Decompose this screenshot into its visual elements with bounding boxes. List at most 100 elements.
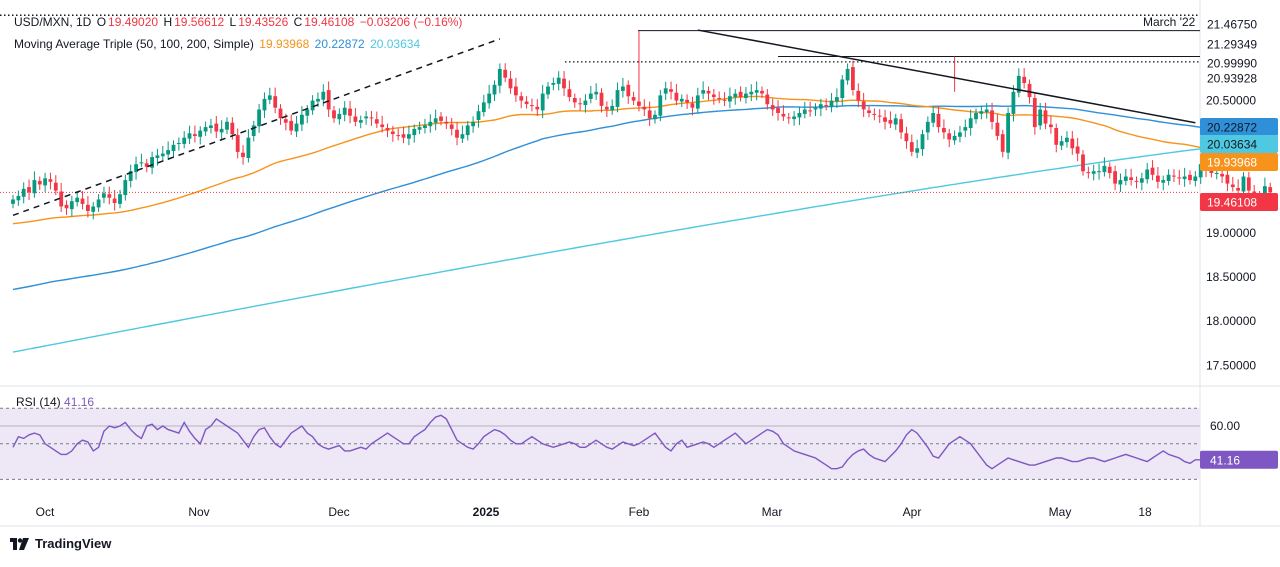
candle-body: [647, 110, 652, 119]
candle-body: [1113, 171, 1117, 184]
high-value: 19.56612: [174, 15, 225, 29]
candle-body: [1182, 176, 1187, 180]
candle-body: [514, 86, 518, 96]
tradingview-icon: [10, 537, 29, 550]
tradingview-logo[interactable]: TradingView: [10, 536, 111, 551]
candle-body: [653, 114, 657, 120]
trendline-1: [12, 38, 501, 217]
candle-body: [342, 107, 347, 115]
candle-body: [305, 109, 310, 116]
candle-body: [182, 137, 187, 144]
candle-body: [958, 132, 962, 137]
candle-body: [1263, 186, 1267, 198]
candle-body: [118, 194, 122, 204]
candle-body: [96, 199, 101, 208]
candle-body: [733, 93, 738, 98]
candle-body: [1000, 134, 1005, 152]
candle-body: [1065, 137, 1069, 143]
candle-body: [899, 119, 903, 133]
candle-body: [1236, 188, 1240, 191]
candle-body: [16, 195, 21, 201]
candle-body: [428, 121, 433, 127]
rsi-level-label: 60.00: [1210, 419, 1240, 433]
candle-body: [1230, 184, 1235, 188]
ohlc-legend: USD/MXN, 1D O 19.49020 H 19.56612 L 19.4352…: [14, 15, 464, 29]
candle-body: [968, 118, 973, 128]
candle-body: [225, 121, 229, 130]
candle-body: [369, 117, 374, 119]
candle-body: [706, 90, 711, 94]
candle-body: [1075, 146, 1080, 154]
candle-body: [444, 121, 449, 124]
candle-body: [417, 127, 422, 130]
low-value: 19.43526: [238, 15, 289, 29]
ma50-line: [12, 95, 1271, 225]
candle-body: [974, 113, 978, 120]
candle-body: [1118, 180, 1123, 185]
candle-body: [663, 88, 668, 94]
candle-body: [150, 157, 154, 168]
y-tick-label: 18.50000: [1206, 270, 1256, 284]
candle-body: [166, 150, 170, 155]
close-label: C: [293, 15, 303, 29]
candle-body: [925, 121, 930, 133]
x-tick-label: 2025: [473, 505, 500, 519]
candle-body: [171, 144, 176, 151]
candle-body: [915, 148, 920, 153]
date-mark: March '22: [1143, 15, 1196, 29]
ma100-line: [12, 104, 1271, 291]
candle-body: [476, 111, 481, 120]
candle-body: [963, 127, 968, 131]
candle-body: [626, 84, 631, 97]
x-tick-label: Apr: [903, 505, 922, 519]
candle-body: [401, 134, 406, 138]
candle-body: [840, 79, 845, 98]
candle-body: [203, 127, 208, 132]
candle-body: [1177, 177, 1182, 179]
ma100-value: 20.22872: [314, 37, 365, 51]
candle-body: [567, 89, 572, 98]
candle-body: [21, 188, 26, 197]
candle-body: [43, 178, 47, 186]
candle-body: [904, 133, 909, 142]
candle-body: [572, 98, 577, 103]
candle-body: [802, 109, 807, 114]
candle-body: [1054, 128, 1059, 145]
open-value: 19.49020: [108, 15, 159, 29]
rsi-legend: RSI (14) 41.16: [16, 395, 94, 409]
candle-body: [781, 113, 786, 117]
candle-body: [176, 143, 181, 144]
candle-body: [893, 118, 898, 125]
candle-body: [214, 123, 219, 132]
candle-body: [701, 90, 706, 94]
price-badge-bg: [1200, 193, 1278, 211]
candle-body: [599, 92, 604, 106]
brand-name: TradingView: [35, 536, 112, 551]
candle-body: [583, 100, 588, 105]
candle-body: [1241, 176, 1246, 192]
ma-legend: Moving Average Triple (50, 100, 200, Sim…: [14, 37, 422, 51]
candle-body: [1166, 174, 1171, 181]
candle-body: [1129, 177, 1133, 180]
candle-body: [481, 102, 486, 113]
candle-body: [776, 107, 780, 113]
candle-body: [1091, 171, 1096, 174]
candle-body: [942, 128, 946, 133]
candle-body: [540, 93, 545, 111]
candle-body: [160, 153, 165, 157]
candle-body: [760, 90, 764, 94]
candle-body: [685, 99, 689, 103]
candle-body: [374, 119, 379, 124]
candle-body: [604, 106, 609, 110]
candle-body: [407, 134, 411, 139]
candle-body: [1097, 171, 1101, 173]
candle-body: [744, 93, 748, 98]
low-label: L: [229, 15, 237, 29]
ma-title: Moving Average Triple (50, 100, 200, Sim…: [14, 37, 254, 51]
candle-body: [679, 98, 684, 102]
candle-body: [546, 86, 550, 95]
candle-body: [134, 164, 138, 173]
candle-body: [64, 204, 69, 209]
